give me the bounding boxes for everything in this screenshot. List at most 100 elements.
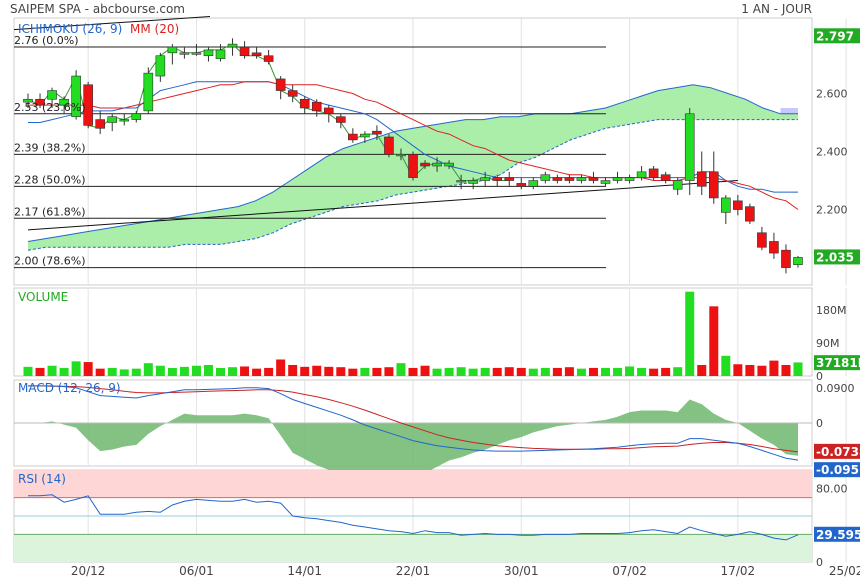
candle — [528, 180, 539, 187]
volume-bar — [733, 364, 743, 376]
volume-bar — [143, 363, 153, 376]
volume-bar — [191, 365, 201, 376]
candle — [684, 113, 695, 181]
macd-y-tick: 0.0900 — [816, 382, 855, 395]
volume-bar — [576, 368, 586, 376]
volume-bar — [601, 367, 610, 376]
x-tick-label: 14/01 — [287, 564, 322, 578]
price-y-tick: 2.200 — [816, 204, 848, 217]
volume-bar — [47, 365, 57, 376]
candle — [396, 154, 406, 157]
volume-bar — [685, 291, 695, 376]
candle — [95, 119, 105, 129]
macd-title: MACD (12, 26, 9) — [18, 381, 121, 395]
volume-bar — [312, 365, 322, 376]
candle — [155, 55, 166, 77]
volume-bar — [613, 367, 623, 376]
macd-value: -0.0951 — [816, 463, 860, 477]
candle — [384, 136, 394, 155]
volume-bar — [468, 368, 478, 376]
volume-bar — [757, 365, 767, 376]
candle — [781, 249, 791, 268]
candle — [143, 72, 154, 112]
candle — [71, 75, 81, 117]
rsi-last-value-box — [814, 526, 860, 542]
volume-bar — [528, 368, 538, 376]
volume-y-tick: 0 — [816, 370, 823, 383]
candle — [757, 232, 767, 248]
candle — [516, 183, 527, 187]
x-tick-label: 06/01 — [179, 564, 214, 578]
ichimoku-cloud-bear — [780, 108, 798, 114]
volume-title: VOLUME — [18, 290, 68, 304]
volume-bar — [83, 362, 93, 376]
x-tick-label: 07/02 — [612, 564, 647, 578]
candle — [227, 43, 238, 48]
candle — [564, 177, 575, 181]
volume-bar — [71, 361, 81, 376]
x-tick-label: 25/02 — [829, 564, 860, 578]
candle — [35, 98, 45, 106]
fib-label: 2.39 (38.2%) — [14, 141, 86, 154]
volume-bar — [432, 368, 442, 376]
candle — [372, 130, 382, 135]
rsi-oversold-zone — [14, 534, 812, 562]
candle — [576, 177, 587, 181]
volume-bar — [492, 367, 502, 376]
candle — [480, 177, 490, 181]
volume-bar — [167, 367, 177, 376]
candle — [131, 113, 142, 120]
candle — [311, 101, 322, 112]
candle — [552, 177, 563, 181]
candle — [492, 177, 503, 181]
candle — [23, 98, 33, 103]
candle — [624, 177, 635, 181]
rsi-overbought-zone — [14, 470, 812, 498]
volume-bar — [252, 368, 262, 376]
volume-bar — [228, 367, 238, 376]
candle — [360, 133, 370, 138]
candle — [215, 49, 226, 59]
x-tick-label: 17/02 — [721, 564, 756, 578]
volume-bar — [396, 363, 406, 376]
volume-bar — [637, 367, 647, 376]
volume-bar — [661, 367, 671, 376]
volume-bar — [348, 368, 358, 376]
candle — [47, 90, 57, 100]
candle — [612, 177, 623, 181]
volume-bar — [23, 366, 33, 376]
candle — [721, 197, 731, 213]
volume-bar — [288, 365, 298, 376]
fib-label: 2.53 (23.6%) — [14, 101, 86, 114]
candle — [239, 46, 250, 57]
candle — [263, 55, 274, 62]
fib-label: 2.28 (50.0%) — [14, 173, 86, 186]
candle — [336, 116, 346, 123]
candle — [540, 174, 551, 181]
volume-bar — [324, 366, 334, 376]
volume-bar — [456, 367, 466, 376]
price-last-value: 2.035 — [816, 250, 854, 264]
volume-bar — [649, 368, 659, 376]
fib-label: 2.00 (78.6%) — [14, 255, 86, 268]
candle — [348, 133, 358, 141]
volume-bar — [588, 367, 598, 376]
volume-bar — [264, 367, 274, 376]
candle — [636, 171, 647, 178]
candle — [323, 107, 334, 115]
volume-bar — [721, 355, 731, 376]
macd-signal-line — [28, 385, 799, 453]
candle — [745, 206, 755, 222]
rsi-y-tick: 80.00 — [816, 482, 848, 495]
period-label[interactable]: 1 AN - JOUR — [741, 2, 812, 16]
volume-y-tick: 90M — [816, 337, 840, 350]
ichimoku-legend: ICHIMOKU (26, 9) — [18, 22, 122, 36]
price-top-value-box — [814, 28, 860, 44]
trend-line-upper — [13, 16, 211, 31]
volume-last-value: 37181K — [816, 356, 860, 370]
candle — [107, 116, 118, 123]
volume-bar — [793, 362, 803, 376]
price-top-value: 2.797 — [816, 29, 854, 43]
